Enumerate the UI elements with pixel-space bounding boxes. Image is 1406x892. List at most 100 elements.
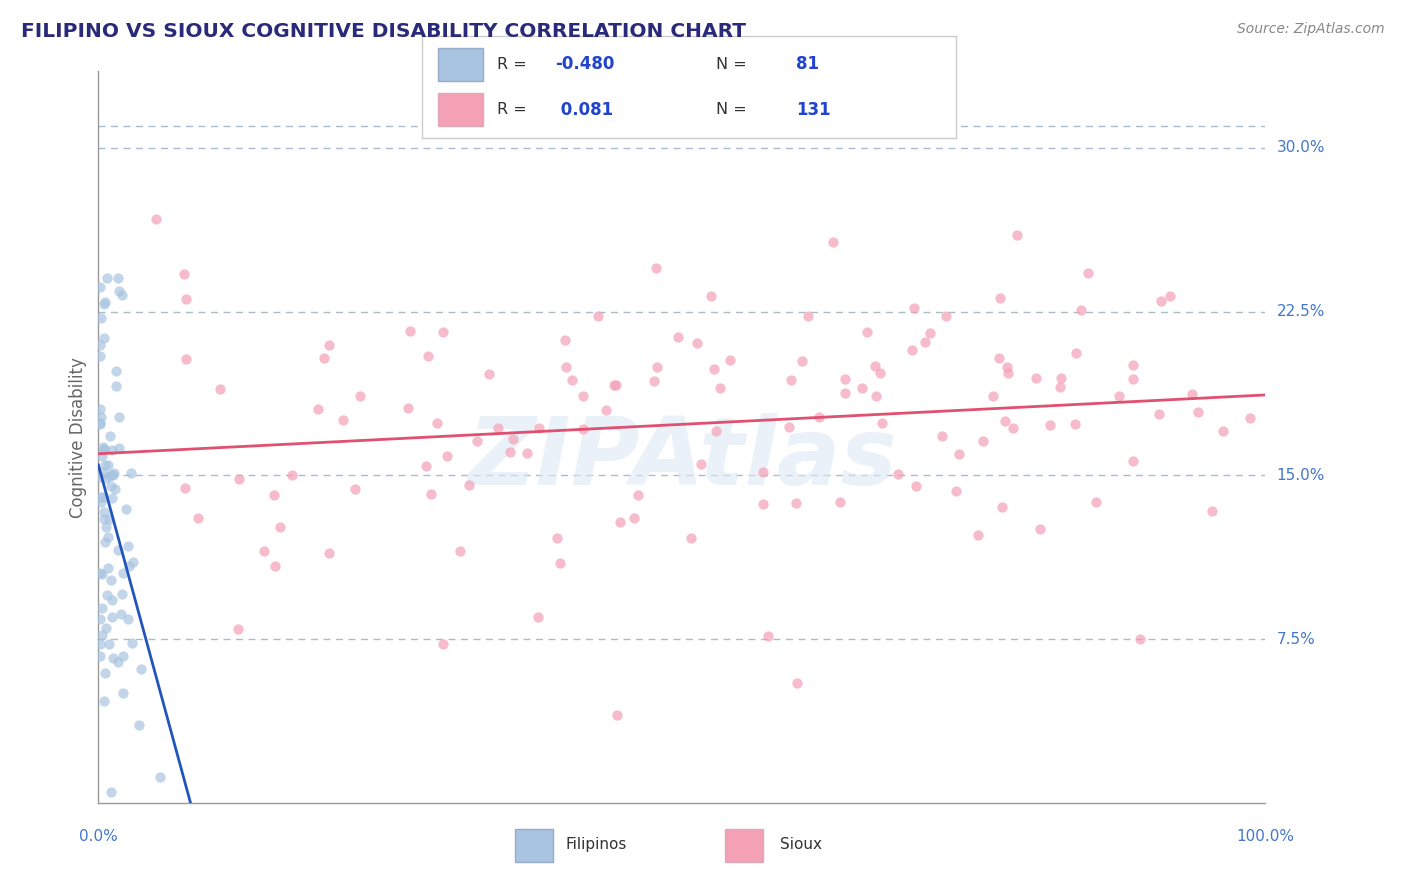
Point (208, 382, 231, 396)
Point (93, 330, 115, 344)
Point (548, 557, 571, 571)
Point (502, 432, 524, 446)
Point (94, 458, 117, 472)
Point (93, 297, 115, 311)
Point (93, 440, 115, 454)
Point (1147, 407, 1170, 421)
Point (595, 403, 617, 417)
FancyBboxPatch shape (515, 829, 553, 863)
Point (449, 544, 471, 558)
Point (905, 479, 928, 493)
Point (111, 587, 134, 601)
Text: N =: N = (716, 102, 752, 117)
Point (122, 555, 145, 569)
Point (91, 491, 114, 505)
Point (527, 421, 550, 435)
Point (703, 362, 725, 376)
Point (93, 505, 115, 519)
Point (107, 270, 129, 285)
Point (94, 294, 117, 309)
Point (100, 443, 122, 458)
Point (308, 402, 330, 417)
Point (426, 417, 449, 431)
Point (101, 610, 124, 624)
Point (869, 367, 891, 381)
Point (90, 566, 112, 581)
Point (1159, 288, 1181, 302)
Point (828, 494, 851, 508)
Point (117, 539, 139, 553)
Point (1084, 495, 1107, 509)
Point (103, 466, 125, 480)
Text: R =: R = (496, 102, 531, 117)
Point (90, 409, 112, 424)
Point (997, 366, 1019, 380)
Point (1070, 302, 1092, 317)
Point (111, 648, 134, 663)
Point (718, 353, 741, 368)
Point (527, 610, 550, 624)
Point (93, 512, 115, 526)
Point (318, 546, 340, 560)
Point (1077, 266, 1099, 280)
Point (121, 636, 143, 650)
Point (97, 468, 120, 483)
Point (89, 279, 111, 293)
Point (903, 301, 925, 315)
Text: Source: ZipAtlas.com: Source: ZipAtlas.com (1237, 22, 1385, 37)
Point (786, 675, 808, 690)
Point (91, 465, 114, 479)
Point (432, 636, 454, 650)
Point (89, 349, 111, 363)
Point (834, 372, 856, 386)
Text: -0.480: -0.480 (555, 55, 614, 73)
Point (1239, 410, 1261, 425)
Point (645, 260, 668, 275)
Text: Sioux: Sioux (780, 837, 823, 852)
Y-axis label: Cognitive Disability: Cognitive Disability (69, 357, 87, 517)
Point (100, 574, 122, 588)
Point (89, 401, 111, 416)
Point (785, 496, 807, 510)
Point (993, 414, 1015, 428)
Point (111, 288, 134, 302)
Point (97, 458, 120, 472)
Text: ZIPAtlas: ZIPAtlas (467, 413, 897, 505)
Point (945, 483, 967, 498)
Text: 7.5%: 7.5% (1277, 632, 1315, 647)
FancyBboxPatch shape (437, 48, 484, 81)
Point (935, 309, 957, 323)
Point (97, 530, 120, 544)
Point (779, 420, 801, 434)
Text: 15.0%: 15.0% (1277, 467, 1324, 483)
Point (1005, 227, 1028, 242)
Point (643, 374, 665, 388)
Point (117, 559, 139, 574)
Point (96, 471, 118, 485)
Point (920, 326, 942, 340)
Point (756, 629, 779, 643)
Point (983, 389, 1005, 403)
Point (98, 638, 121, 652)
Point (700, 288, 723, 302)
Point (709, 380, 731, 394)
Point (1049, 370, 1071, 384)
Point (972, 434, 994, 449)
Point (269, 520, 291, 534)
Point (173, 481, 195, 495)
Point (1064, 417, 1087, 432)
Point (228, 472, 250, 486)
Point (93, 694, 115, 708)
Point (96, 271, 118, 285)
Text: 100.0%: 100.0% (1236, 829, 1295, 844)
Point (779, 373, 801, 387)
Point (98, 428, 121, 442)
Point (486, 420, 509, 434)
Point (1025, 370, 1047, 384)
Point (89, 470, 111, 484)
Point (128, 718, 150, 732)
Point (1038, 418, 1060, 433)
Text: R =: R = (496, 57, 531, 72)
Point (457, 477, 479, 491)
Point (90, 450, 112, 464)
